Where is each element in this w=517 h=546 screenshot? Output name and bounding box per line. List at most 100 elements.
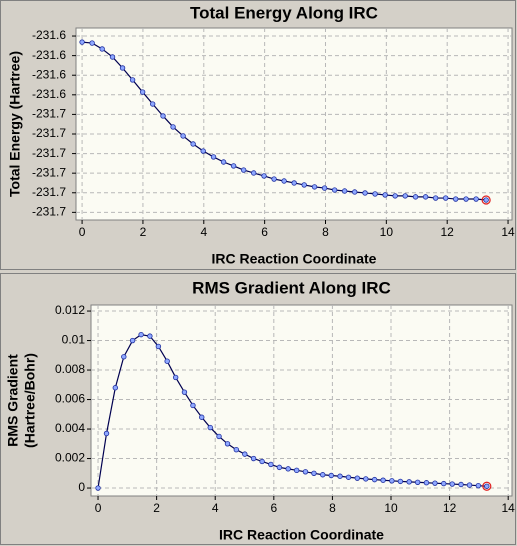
- point: [164, 358, 170, 364]
- x-tick-label: 6: [261, 225, 268, 239]
- plot-area: [90, 304, 513, 497]
- point: [380, 477, 386, 483]
- point: [119, 65, 126, 71]
- point: [129, 77, 136, 83]
- point: [149, 101, 156, 107]
- point: [261, 173, 267, 179]
- point: [233, 446, 240, 453]
- line: [97, 334, 487, 489]
- point: [442, 195, 449, 201]
- x-axis-label: IRC Reaction Coordinate: [219, 527, 384, 543]
- point: [79, 39, 85, 45]
- point: [397, 478, 404, 485]
- point: [473, 196, 479, 202]
- current-point: [482, 481, 492, 491]
- point: [311, 470, 317, 476]
- point: [147, 333, 153, 339]
- point: [259, 458, 265, 465]
- point: [89, 40, 95, 46]
- x-tick-label: 12: [443, 501, 457, 515]
- x-tick-label: 10: [380, 225, 394, 239]
- point: [345, 474, 352, 480]
- point: [242, 451, 248, 457]
- point: [291, 180, 297, 186]
- point: [250, 170, 257, 176]
- point: [210, 154, 217, 160]
- point: [423, 480, 430, 486]
- point: [463, 196, 469, 202]
- point: [190, 141, 196, 147]
- point: [281, 178, 287, 184]
- point: [449, 481, 455, 487]
- point: [301, 182, 307, 188]
- point: [268, 461, 274, 468]
- point: [276, 464, 283, 471]
- y-tick-label: -231.7: [32, 107, 66, 121]
- plot-area: [75, 27, 513, 221]
- point: [220, 159, 227, 165]
- point: [95, 485, 101, 491]
- x-tick-label: 0: [79, 225, 86, 239]
- point: [337, 473, 343, 479]
- point: [172, 374, 179, 381]
- point: [200, 148, 206, 154]
- point: [121, 354, 127, 360]
- point: [458, 481, 464, 488]
- point: [362, 190, 368, 196]
- point: [129, 337, 136, 344]
- current-point: [481, 195, 491, 205]
- y-axis-label: Total Energy (Hartree): [7, 51, 23, 197]
- x-tick-label: 6: [270, 501, 277, 515]
- chart-title: Total Energy Along IRC: [190, 3, 378, 22]
- point: [331, 187, 338, 193]
- point: [230, 163, 237, 169]
- point: [372, 191, 378, 197]
- point: [160, 113, 166, 119]
- x-tick-label: 0: [95, 501, 102, 515]
- y-tick-label: -231.7: [32, 185, 66, 199]
- point: [293, 467, 300, 474]
- point: [321, 185, 328, 191]
- y-tick-label: -231.6: [32, 67, 66, 81]
- x-tick-label: 4: [212, 501, 219, 515]
- point: [371, 476, 378, 483]
- x-tick-label: 2: [153, 501, 160, 515]
- chart-title: RMS Gradient Along IRC: [192, 278, 391, 297]
- y-axis-label: (Hartree/Bohr): [22, 353, 38, 448]
- point: [484, 483, 490, 489]
- y-axis-label: RMS Gradient: [5, 354, 21, 447]
- point: [320, 472, 326, 478]
- y-tick-label: 0.004: [55, 421, 85, 435]
- point: [112, 385, 119, 391]
- point: [453, 196, 459, 202]
- point: [170, 124, 176, 130]
- x-tick-label: 4: [200, 225, 207, 239]
- y-tick-label: 0.006: [55, 392, 85, 406]
- point: [99, 46, 105, 52]
- y-tick-label: -231.7: [32, 165, 66, 179]
- y-tick-label: -231.6: [32, 28, 66, 42]
- y-tick-label: -231.6: [32, 87, 66, 101]
- y-tick-label: -231.6: [32, 48, 66, 62]
- point: [341, 188, 348, 194]
- x-tick-label: 10: [384, 501, 398, 515]
- point: [422, 194, 429, 200]
- point: [285, 466, 291, 472]
- point: [199, 414, 205, 420]
- point: [271, 176, 277, 182]
- point: [466, 482, 473, 488]
- x-tick-label: 8: [329, 501, 336, 515]
- x-tick-label: 8: [322, 225, 329, 239]
- y-tick-label: -231.7: [32, 126, 66, 140]
- point: [402, 193, 408, 199]
- point: [475, 482, 482, 489]
- point: [139, 89, 146, 95]
- point: [351, 189, 358, 195]
- point: [483, 197, 489, 203]
- x-axis-label: IRC Reaction Coordinate: [212, 251, 377, 267]
- point: [311, 184, 318, 190]
- point: [138, 331, 144, 338]
- point: [354, 475, 361, 481]
- y-tick-label: -231.7: [32, 205, 66, 219]
- point: [392, 193, 398, 199]
